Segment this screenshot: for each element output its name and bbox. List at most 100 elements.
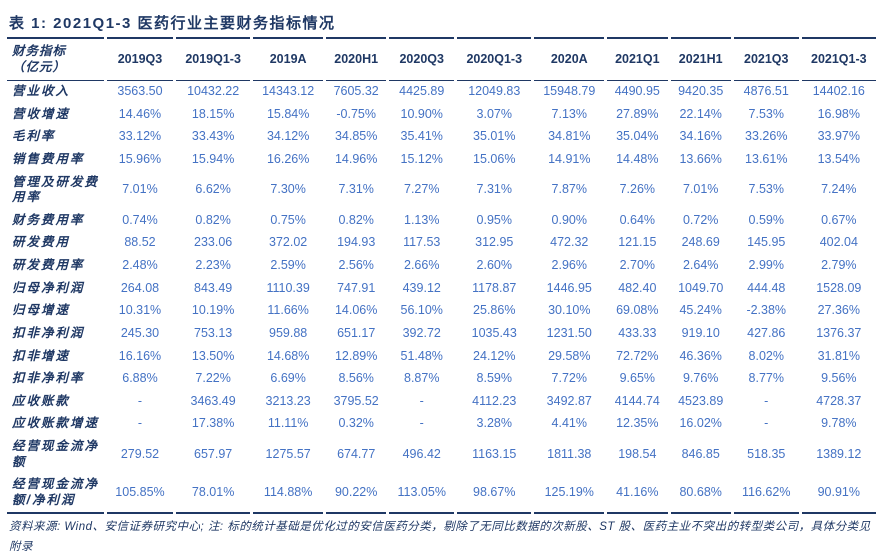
row-label: 扣非净利率 [12,371,85,386]
cell-value: 14.96% [334,151,378,166]
row-label: 应收账款增速 [12,416,100,431]
header-period: 2020A [534,37,605,81]
cell-value: 145.95 [747,235,786,250]
table-body: 营业收入 3563.50 10432.22 14343.12 7605.32 4425.8… [7,81,876,514]
cell-value: 33.97% [817,129,860,144]
header-period: 2020Q3 [389,37,455,81]
cell-value: 7.01% [682,182,719,197]
cell-value: 11.11% [267,416,309,431]
row-label: 归母净利润 [12,280,85,295]
cell-value: 4490.95 [614,84,660,98]
cell-value: -0.75% [336,106,376,121]
cell-value: 90.22% [325,474,387,514]
cell-value: 12049.83 [468,84,521,98]
cell-value: 4876.51 [743,84,789,98]
table-row: 扣非净利率 6.88% 7.22% 6.69% 8.56% 8.87% 8.59% 7.72%… [7,368,876,391]
cell-value: 3563.50 [117,84,163,98]
table-row: 扣非净利润 245.30 753.13 959.88 651.17 392.72 1035.… [7,322,876,345]
cell-value: 2.59% [270,258,306,272]
cell-value: 4.41% [551,416,587,431]
cell-value: 13.61% [745,151,788,166]
row-label: 扣非增速 [12,348,71,363]
financial-indicators-table: 财务指标 （亿元） 2019Q3 2019Q1-3 2019A 2020H1 2020Q3… [4,37,879,514]
cell-value: 7.01% [122,182,158,197]
cell-value: 198.54 [618,446,657,461]
cell-value: 34.81% [548,129,591,144]
row-label: 研发费用 [12,235,71,250]
row-label: 销售费用率 [12,151,85,166]
cell-value: 472.32 [550,235,589,250]
cell-value: - [419,393,424,408]
cell-value: 15948.79 [543,84,596,98]
cell-value: 7.31% [476,182,512,197]
cell-value: 125.19% [534,474,605,514]
cell-value: 88.52 [124,235,156,250]
header-period: 2021H1 [670,37,731,81]
cell-value: 3795.52 [333,393,379,408]
cell-value: 69.08% [616,303,659,318]
cell-value: 3.07% [476,106,512,121]
cell-value: 1163.15 [472,446,517,461]
cell-value: 0.95% [476,212,512,227]
cell-value: 34.12% [266,129,310,144]
cell-value: 12.89% [334,348,378,363]
table-row: 营业收入 3563.50 10432.22 14343.12 7605.32 4425.8… [7,81,876,104]
cell-value: 18.15% [191,106,235,121]
cell-value: 433.33 [618,325,657,340]
cell-value: 392.72 [402,325,441,340]
cell-value: 4728.37 [816,393,862,408]
cell-value: 372.02 [269,235,308,250]
cell-value: 56.10% [400,303,443,318]
cell-value: 15.84% [266,106,310,121]
cell-value: 7.53% [748,182,784,197]
cell-value: 1275.57 [265,446,311,461]
cell-value: 1035.43 [471,325,517,340]
cell-value: 8.87% [404,371,440,386]
table-row: 扣非增速 16.16% 13.50% 14.68% 12.89% 51.48% 24.12%… [7,345,876,368]
cell-value: 14343.12 [262,84,315,98]
cell-value: 29.58% [548,348,591,363]
cell-value: 0.32% [338,416,374,431]
cell-value: -2.38% [746,303,787,318]
cell-value: 2.99% [748,258,784,272]
cell-value: 518.35 [747,446,786,461]
cell-value: 248.69 [681,235,720,250]
cell-value: 11.66% [267,303,309,318]
cell-value: 10.31% [118,303,162,318]
cell-value: 7.87% [551,182,587,197]
cell-value: 1376.37 [816,325,862,340]
row-label: 扣非净利润 [12,325,85,340]
cell-value: 7.24% [821,182,857,197]
cell-value: 16.98% [817,106,860,121]
cell-value: 16.16% [118,348,162,363]
cell-value: 1231.50 [546,325,592,340]
cell-value: 10.90% [400,106,443,121]
cell-value: 4523.89 [678,393,724,408]
cell-value: 2.56% [338,258,374,272]
cell-value: 4112.23 [472,393,517,408]
cell-value: 674.77 [337,446,376,461]
cell-value: 0.67% [821,212,857,227]
cell-value: 3213.23 [265,393,311,408]
cell-value: 843.49 [194,280,233,295]
cell-value: 9.76% [682,371,719,386]
header-period: 2021Q3 [733,37,799,81]
row-label: 管理及研发费用率 [12,174,100,205]
header-indicator-label: 财务指标 （亿元） [7,37,104,81]
cell-value: 7.30% [270,182,306,197]
header-row: 财务指标 （亿元） 2019Q3 2019Q1-3 2019A 2020H1 2020Q3… [7,37,876,81]
row-label: 研发费用率 [12,258,85,272]
cell-value: 1178.87 [472,280,517,295]
cell-value: 113.05% [389,474,455,514]
cell-value: 1.13% [404,212,440,227]
cell-value: 8.56% [338,371,374,386]
cell-value: 13.66% [679,151,722,166]
cell-value: 7.13% [551,106,587,121]
cell-value: 3492.87 [546,393,592,408]
cell-value: 482.40 [618,280,657,295]
cell-value: 279.52 [120,446,160,461]
row-label: 营业收入 [12,84,71,98]
cell-value: 8.77% [748,371,784,386]
cell-value: 7.72% [551,371,587,386]
table-row: 管理及研发费用率 7.01% 6.62% 7.30% 7.31% 7.27% 7.31% 7.… [7,171,876,209]
